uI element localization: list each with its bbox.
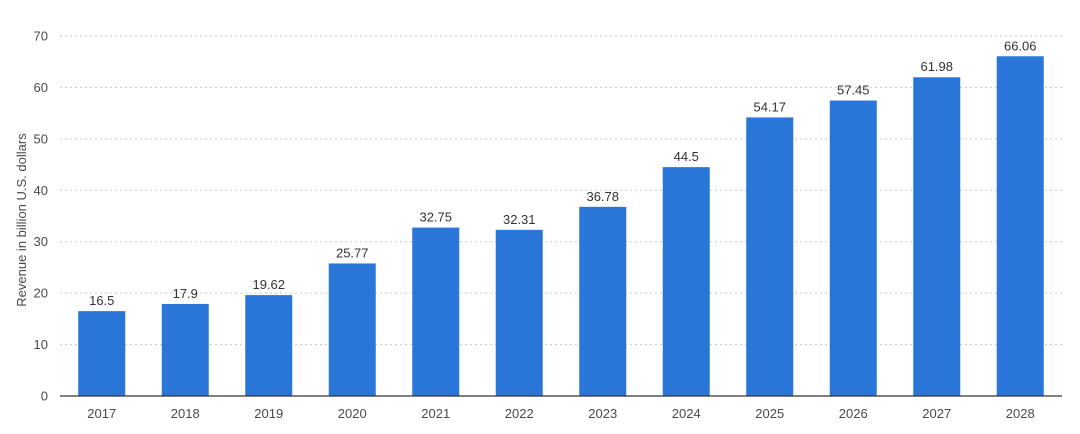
bar [746,117,794,396]
y-tick-label: 60 [34,80,48,95]
y-axis-ticks: 0 10 20 30 40 50 60 70 [34,29,48,404]
bar [579,206,627,396]
bar-value-label: 32.75 [419,210,452,225]
bars [78,56,1044,397]
bar [412,227,460,396]
x-tick-label: 2022 [505,406,534,421]
bar-value-label: 32.31 [503,212,536,227]
bar-value-label: 44.5 [674,149,699,164]
y-tick-label: 10 [34,337,48,352]
y-tick-label: 70 [34,29,48,44]
y-tick-label: 0 [41,389,48,404]
bar [662,167,710,396]
bar-value-label: 25.77 [336,245,369,260]
x-tick-label: 2020 [338,406,367,421]
x-tick-label: 2028 [1006,406,1035,421]
bar-value-label: 66.06 [1004,38,1037,53]
y-tick-label: 20 [34,286,48,301]
y-tick-label: 50 [34,131,48,146]
x-tick-label: 2025 [755,406,784,421]
y-axis-title: Revenue in billion U.S. dollars [14,133,29,307]
x-tick-label: 2026 [839,406,868,421]
bar-value-label: 61.98 [920,59,953,74]
bar-value-label: 16.5 [89,293,114,308]
x-tick-label: 2024 [672,406,701,421]
bar [161,303,209,396]
bar-value-label: 57.45 [837,83,870,98]
x-tick-label: 2017 [87,406,116,421]
x-tick-label: 2019 [254,406,283,421]
bar-value-label: 54.17 [753,99,786,114]
bar [913,77,961,396]
bar [495,229,543,396]
bar-value-label: 19.62 [252,277,285,292]
bar [996,56,1044,397]
bar [78,311,126,396]
bar-value-label: 17.9 [173,286,198,301]
x-tick-label: 2021 [421,406,450,421]
bar-value-label: 36.78 [586,189,619,204]
x-tick-label: 2027 [922,406,951,421]
y-tick-label: 40 [34,183,48,198]
data-labels: 16.5 17.9 19.62 25.77 32.75 32.31 36.78 44.5 54.… [89,38,1036,308]
y-tick-label: 30 [34,234,48,249]
x-tick-label: 2023 [588,406,617,421]
bar [328,263,376,396]
bar [829,100,877,397]
bar [245,295,293,396]
gridlines [60,35,1062,346]
x-axis-ticks: 2017 2018 2019 2020 2021 2022 2023 2024 2025 2026… [87,406,1034,421]
x-tick-label: 2018 [171,406,200,421]
